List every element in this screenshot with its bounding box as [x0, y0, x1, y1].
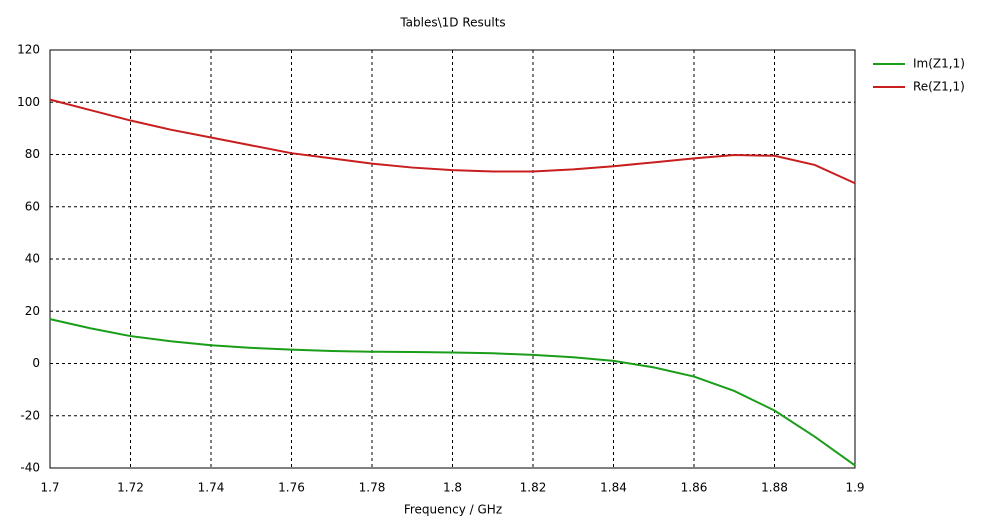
x-tick-label: 1.78 — [359, 481, 386, 495]
x-tick-label: 1.7 — [40, 481, 59, 495]
x-tick-label: 1.74 — [198, 481, 225, 495]
data-line — [49, 98, 856, 185]
x-tick-label: 1.8 — [443, 481, 462, 495]
legend-label: Re(Z1,1) — [913, 80, 965, 94]
x-tick-label: 1.88 — [761, 481, 788, 495]
x-tick-label: 1.76 — [278, 481, 305, 495]
y-tick-label: 60 — [25, 199, 40, 213]
x-tick-label: 1.86 — [681, 481, 708, 495]
x-tick-label: 1.72 — [117, 481, 144, 495]
chart-title: Tables\1D Results — [399, 16, 505, 30]
y-tick-label: 80 — [25, 147, 40, 161]
legend-label: Im(Z1,1) — [913, 57, 965, 71]
y-tick-label: -20 — [20, 408, 40, 422]
x-tick-label: 1.82 — [520, 481, 547, 495]
y-tick-label: -40 — [20, 461, 40, 475]
y-tick-label: 120 — [17, 43, 40, 57]
data-line — [49, 318, 856, 467]
y-tick-label: 100 — [17, 95, 40, 109]
x-tick-label: 1.84 — [600, 481, 627, 495]
y-tick-label: 0 — [32, 356, 40, 370]
y-tick-label: 40 — [25, 252, 40, 266]
x-axis-label: Frequency / GHz — [404, 503, 502, 517]
x-tick-label: 1.9 — [845, 481, 864, 495]
y-tick-label: 20 — [25, 304, 40, 318]
plot-border — [49, 49, 856, 469]
